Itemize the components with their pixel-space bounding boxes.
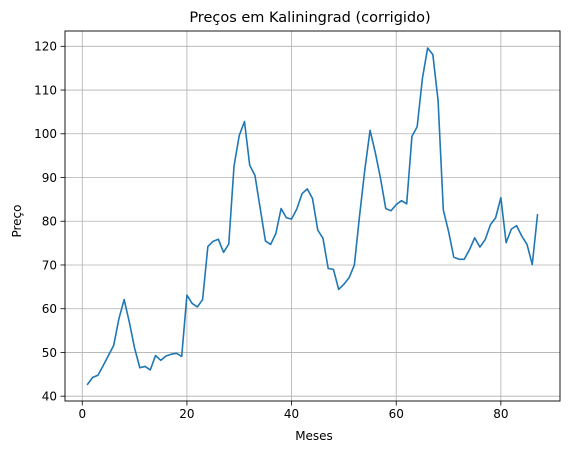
y-tick-label: 100 [34,127,57,141]
series-line [86,47,539,386]
y-tick-label: 110 [34,83,57,97]
y-tick-label: 80 [42,215,57,229]
grid-lines [65,31,560,401]
chart-title: Preços em Kaliningrad (corrigido) [189,10,430,26]
x-tick-label: 40 [284,407,299,421]
y-axis-label: Preço [10,204,24,237]
y-tick-label: 40 [42,389,57,403]
y-tick-label: 50 [42,346,57,360]
y-tick-label: 70 [42,258,57,272]
x-tick-label: 0 [78,407,86,421]
plot-frame [64,30,561,402]
series-layer [86,47,539,386]
x-tick-label: 20 [179,407,194,421]
x-axis-label: Meses [295,429,333,443]
y-axis-ticks: 40 50 60 70 80 90 100 110 120 [34,40,65,403]
y-tick-label: 90 [42,171,57,185]
y-tick-label: 120 [34,40,57,54]
y-tick-label: 60 [42,302,57,316]
x-axis-ticks: 0 20 40 60 80 [78,401,509,421]
x-tick-label: 60 [389,407,404,421]
x-tick-label: 80 [493,407,508,421]
